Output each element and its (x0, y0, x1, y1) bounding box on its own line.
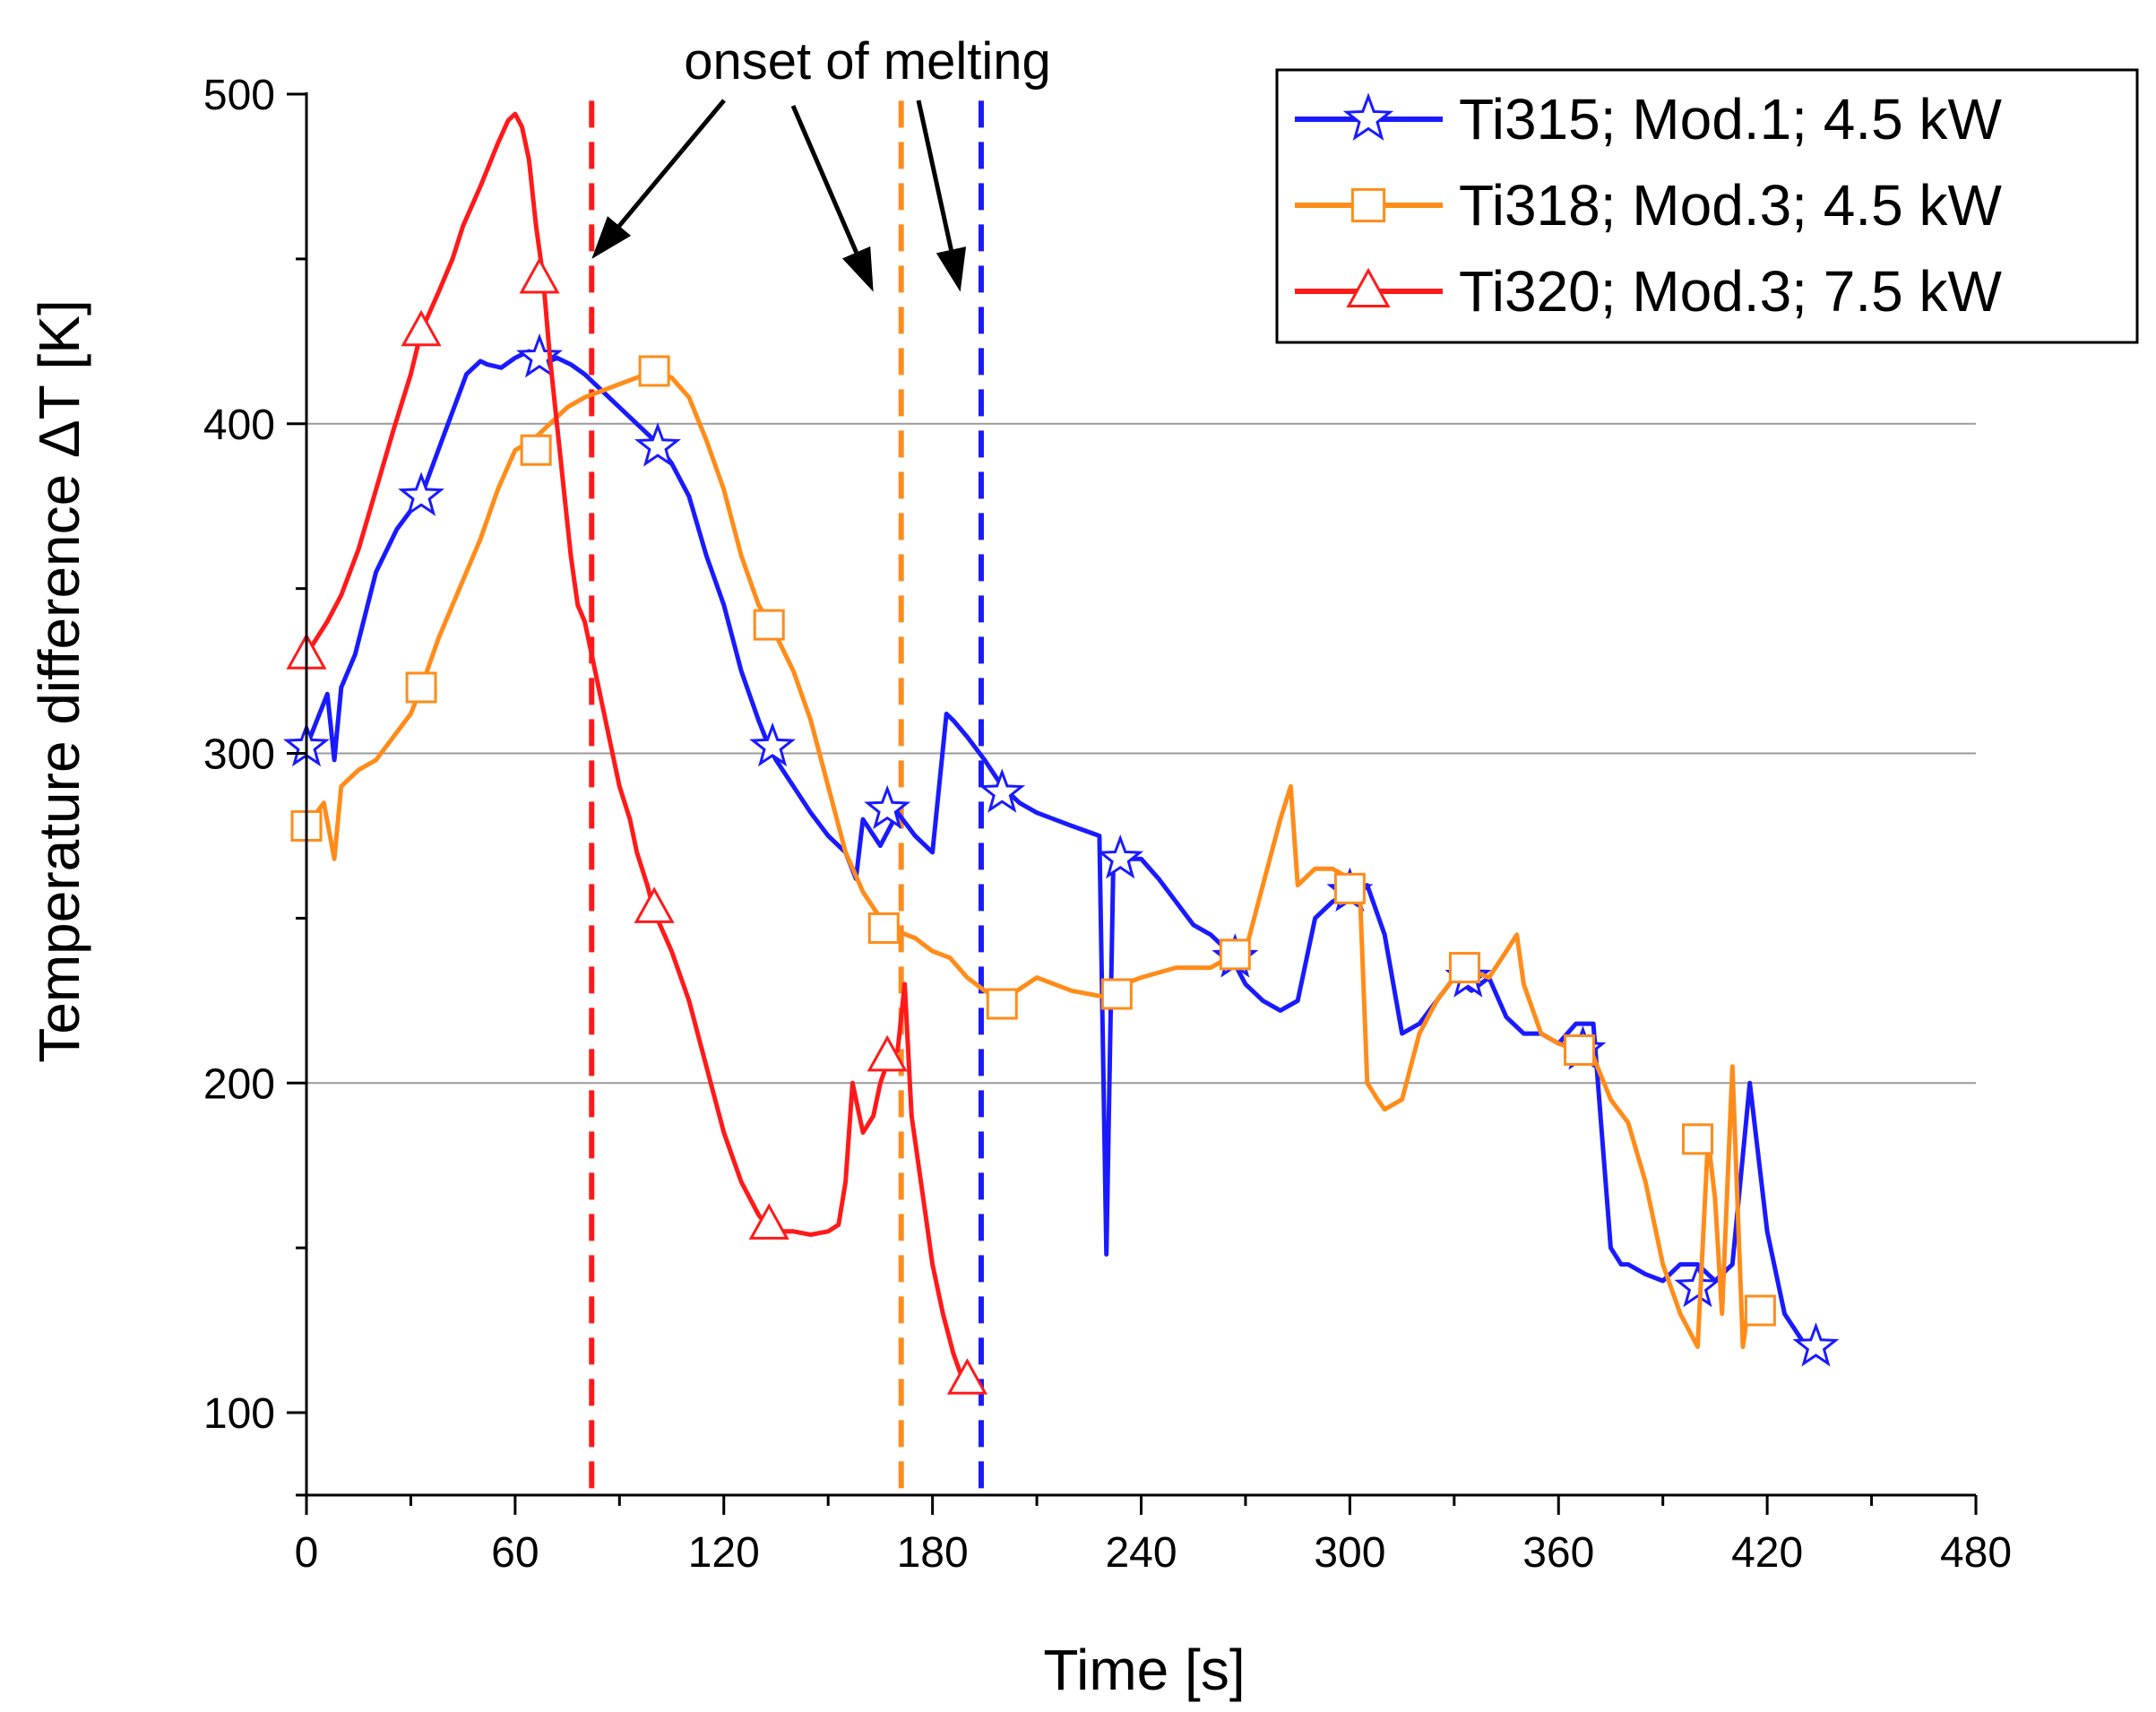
data-point-1-8 (1219, 938, 1251, 971)
x-tick-label: 180 (897, 1529, 969, 1577)
data-point-1-2 (520, 434, 552, 466)
annotation-arrow-2 (916, 99, 953, 251)
legend-label-0: Ti315; Mod.1; 4.5 kW (1459, 87, 2002, 151)
legend-label-1: Ti318; Mod.3; 4.5 kW (1459, 173, 2002, 238)
legend-label-2: Ti320; Mod.3; 7.5 kW (1459, 259, 2002, 324)
x-tick-label: 360 (1522, 1529, 1594, 1577)
legend: Ti315; Mod.1; 4.5 kW Ti318; Mod.3; 4.5 kW… (1275, 68, 2139, 344)
annotation: onset of melting (591, 32, 1051, 292)
y-tick-label: 300 (203, 731, 275, 779)
data-point-0-7 (1097, 834, 1144, 879)
y-tick-label: 500 (203, 72, 275, 119)
x-tick-label: 120 (688, 1529, 760, 1577)
x-axis-title: Time [s] (1043, 1638, 1245, 1702)
data-point-1-3 (638, 355, 670, 387)
series-line-2 (304, 111, 970, 1382)
annotation-arrowhead-1 (842, 246, 874, 292)
annotation-arrow-1 (790, 105, 858, 254)
data-point-1-1 (405, 671, 437, 704)
data-point-1-9 (1333, 872, 1366, 904)
legend-marker-2 (1346, 267, 1391, 307)
data-point-1-12 (1682, 1123, 1713, 1155)
axes: 0 60 120 180 240 300 360 420 480 100 200 300 400 500 (203, 72, 2012, 1577)
data-point-0-13 (1792, 1322, 1840, 1367)
legend-marker-1 (1350, 187, 1386, 223)
data-point-2-1 (401, 309, 442, 347)
annotation-arrow-0 (617, 99, 726, 228)
series-line-1 (305, 368, 1763, 1349)
y-tick-label: 100 (203, 1390, 275, 1438)
y-tick-label: 200 (203, 1060, 275, 1108)
annotation-text: onset of melting (684, 32, 1050, 91)
data-point-2-6 (946, 1358, 987, 1395)
x-tick-label: 480 (1940, 1529, 2012, 1577)
data-point-2-4 (748, 1203, 789, 1240)
data-point-0-6 (979, 768, 1026, 813)
series-1 (290, 355, 1776, 1349)
data-point-1-4 (753, 609, 785, 641)
data-series (283, 111, 1840, 1395)
x-tick-label: 240 (1105, 1529, 1177, 1577)
data-point-1-10 (1448, 952, 1480, 984)
y-tick-label: 400 (203, 402, 275, 449)
x-tick-label: 0 (295, 1529, 319, 1577)
data-point-1-5 (867, 912, 900, 944)
x-tick-label: 300 (1314, 1529, 1385, 1577)
data-point-0-2 (516, 333, 564, 378)
data-point-2-5 (867, 1034, 908, 1072)
legend-marker-0 (1342, 92, 1394, 141)
data-point-0-5 (864, 784, 911, 830)
data-point-1-6 (986, 988, 1018, 1020)
data-point-0-4 (749, 722, 797, 767)
data-point-0-3 (634, 422, 681, 467)
grid-lines (306, 422, 1976, 1085)
data-point-0-1 (398, 471, 445, 516)
data-point-1-11 (1564, 1034, 1596, 1067)
x-tick-label: 420 (1731, 1529, 1803, 1577)
data-point-1-13 (1744, 1294, 1776, 1327)
annotation-arrowhead-0 (591, 216, 632, 259)
series-line-0 (304, 349, 1817, 1349)
data-point-0-12 (1674, 1262, 1721, 1308)
data-point-2-2 (519, 256, 560, 294)
annotation-arrowhead-2 (936, 246, 967, 292)
data-point-1-7 (1100, 978, 1133, 1010)
data-point-2-3 (634, 886, 675, 923)
x-tick-label: 60 (491, 1529, 539, 1577)
series-0 (283, 333, 1840, 1367)
melting-onset-lines (589, 100, 984, 1495)
y-axis-title: Temperature difference ΔT [K] (27, 299, 91, 1062)
